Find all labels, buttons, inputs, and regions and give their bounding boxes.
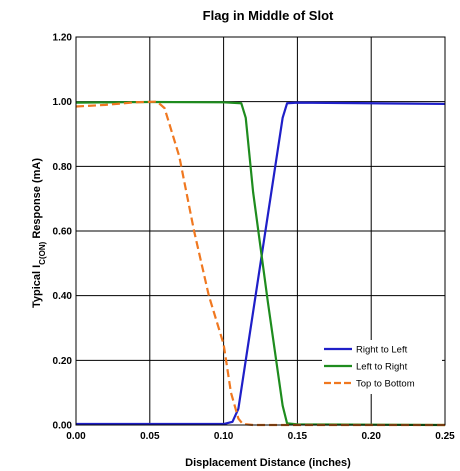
- y-tick-label-0: 0.00: [53, 421, 73, 432]
- y-axis-title: Typical IC(ON) Response (mA): [31, 158, 47, 308]
- y-tick-label-4: 0.80: [53, 162, 73, 173]
- x-tick-label-4: 0.20: [361, 431, 381, 442]
- x-tick-label-3: 0.15: [288, 431, 308, 442]
- series-line-0: [76, 101, 446, 426]
- legend: Right to Left Left to Right Top to Bottom: [322, 340, 442, 394]
- y-tick-label-1: 0.20: [53, 356, 73, 367]
- legend-label-1: Left to Right: [356, 362, 408, 373]
- x-tick-labels: 0.00 0.05 0.10 0.15 0.20 0.25: [66, 431, 455, 442]
- x-axis-title: Displacement Distance (inches): [185, 457, 351, 469]
- y-axis-title-prefix: Typical I: [31, 265, 43, 308]
- x-tick-label-2: 0.10: [214, 431, 234, 442]
- plot-border: [75, 36, 446, 426]
- y-tick-label-3: 0.60: [53, 227, 73, 238]
- y-tick-label-2: 0.40: [53, 291, 73, 302]
- y-tick-label-5: 1.00: [53, 97, 73, 108]
- y-axis-title-suffix: Response (mA): [31, 158, 43, 242]
- legend-label-0: Right to Left: [356, 345, 408, 356]
- x-tick-label-1: 0.05: [140, 431, 160, 442]
- chart-title: Flag in Middle of Slot: [203, 8, 334, 23]
- y-axis-title-subscript: C(ON): [38, 241, 47, 264]
- legend-label-2: Top to Bottom: [356, 379, 415, 390]
- y-tick-labels: 0.00 0.20 0.40 0.60 0.80 1.00 1.20: [53, 33, 73, 432]
- series-line-1: [75, 100, 446, 427]
- x-tick-label-5: 0.25: [435, 431, 455, 442]
- x-tick-label-0: 0.00: [66, 431, 86, 442]
- y-tick-label-6: 1.20: [53, 33, 73, 44]
